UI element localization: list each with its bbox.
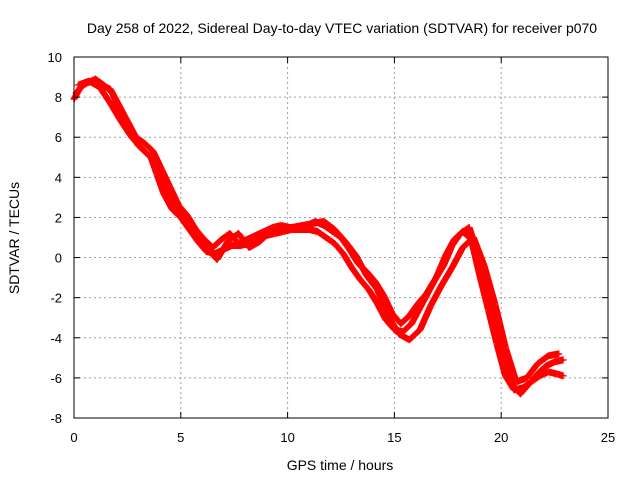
series-track-b (72, 77, 567, 398)
x-tick-labels: 0 5 10 15 20 25 (70, 430, 615, 445)
y-tick-label: -8 (50, 411, 62, 426)
y-tick-label: 8 (55, 90, 62, 105)
series-trace (71, 76, 566, 394)
x-tick-label: 15 (387, 430, 401, 445)
x-tick-label: 5 (177, 430, 184, 445)
y-axis-title: SDTVAR / TECUs (6, 182, 22, 294)
y-tick-label: -4 (50, 331, 62, 346)
y-tick-labels: -8 -6 -4 -2 0 2 4 6 8 10 (48, 50, 62, 426)
y-tick-label: 4 (55, 170, 62, 185)
y-tick-label: 10 (48, 50, 62, 65)
x-axis-title: GPS time / hours (287, 457, 394, 473)
data-points (70, 75, 567, 398)
y-tick-label: 2 (55, 210, 62, 225)
x-tick-label: 0 (70, 430, 77, 445)
plot-frame (73, 56, 609, 419)
series-trace (73, 77, 566, 397)
axis-ticks (73, 56, 609, 419)
x-tick-label: 10 (280, 430, 294, 445)
x-tick-label: 25 (601, 430, 615, 445)
y-tick-label: -6 (50, 371, 62, 386)
chart-title: Day 258 of 2022, Sidereal Day-to-day VTE… (87, 20, 597, 36)
series-track-a (70, 75, 567, 394)
series-trace (75, 77, 562, 385)
y-tick-label: 6 (55, 130, 62, 145)
y-tick-label: 0 (55, 251, 62, 266)
y-tick-label: -2 (50, 291, 62, 306)
x-tick-label: 20 (494, 430, 508, 445)
series-track-c (74, 77, 563, 386)
